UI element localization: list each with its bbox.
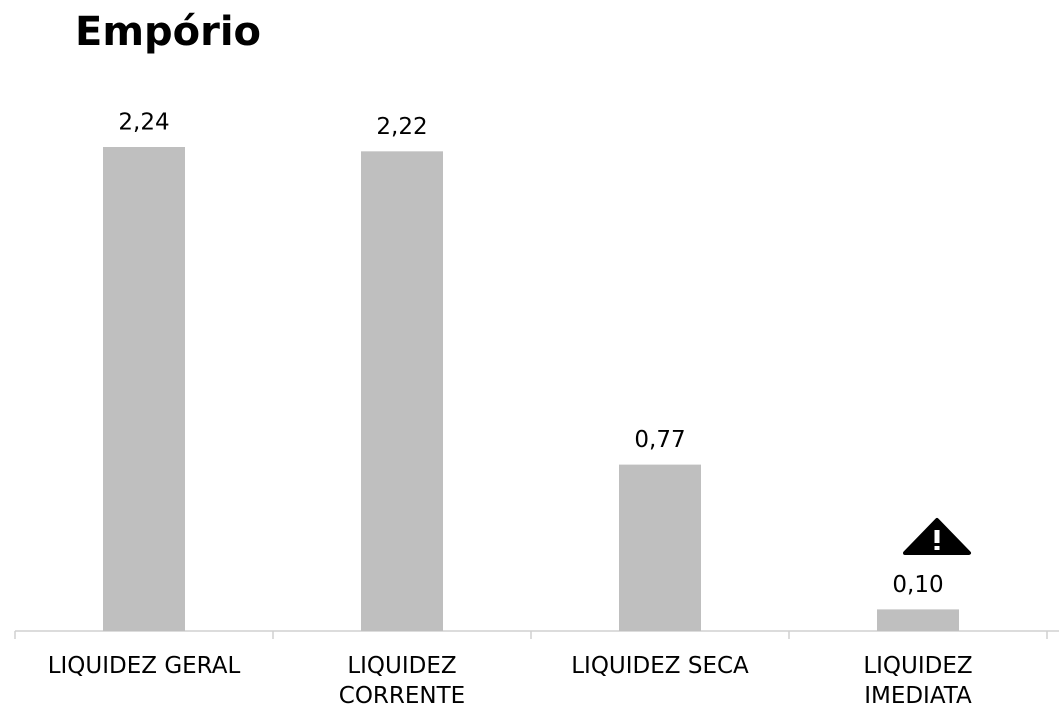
bar <box>361 151 443 632</box>
bar <box>877 609 959 631</box>
category-label: LIQUIDEZ GERAL <box>47 653 241 679</box>
value-label: 0,77 <box>634 427 685 453</box>
bar <box>619 464 701 631</box>
value-label: 2,22 <box>376 114 427 140</box>
chart-title: Empório <box>75 9 261 55</box>
bar <box>103 147 185 631</box>
category-label: LIQUIDEZ SECA <box>571 653 749 679</box>
value-label: 2,24 <box>118 110 169 136</box>
warning-icon <box>903 518 971 555</box>
value-label: 0,10 <box>892 572 943 598</box>
category-label: LIQUIDEZ CORRENTE <box>338 653 466 709</box>
category-label: LIQUIDEZ IMEDIATA <box>863 653 973 709</box>
